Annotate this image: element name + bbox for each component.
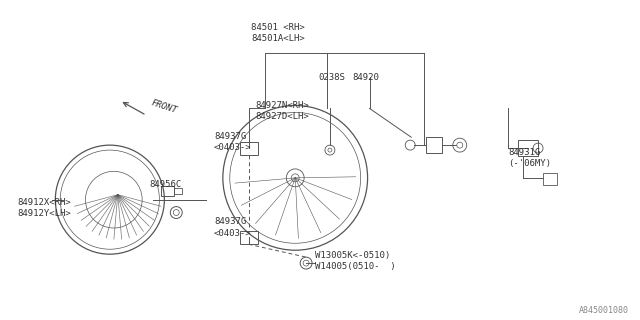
Text: W13005K<-0510)
W14005(0510-  ): W13005K<-0510) W14005(0510- ) <box>315 251 396 271</box>
Bar <box>240 231 257 244</box>
Text: A845001080: A845001080 <box>579 306 629 315</box>
Text: 84937G
<0403->: 84937G <0403-> <box>214 218 252 237</box>
Text: 84501 <RH>
84501A<LH>: 84501 <RH> 84501A<LH> <box>252 23 305 43</box>
Text: 84956C: 84956C <box>150 180 182 189</box>
Bar <box>174 188 182 194</box>
Text: 84920: 84920 <box>353 73 380 82</box>
Text: 84912X<RH>
84912Y<LH>: 84912X<RH> 84912Y<LH> <box>18 198 72 218</box>
Bar <box>518 140 538 156</box>
Text: 84927N<RH>
84927D<LH>: 84927N<RH> 84927D<LH> <box>255 100 309 121</box>
Bar <box>161 186 174 196</box>
Bar <box>543 173 557 185</box>
Bar <box>426 137 442 153</box>
Text: 84931G
(-'06MY): 84931G (-'06MY) <box>508 148 551 168</box>
Bar <box>240 142 257 155</box>
Text: 0238S: 0238S <box>318 73 345 82</box>
Text: 84937G
<0403->: 84937G <0403-> <box>214 132 252 152</box>
Text: FRONT: FRONT <box>150 99 178 116</box>
